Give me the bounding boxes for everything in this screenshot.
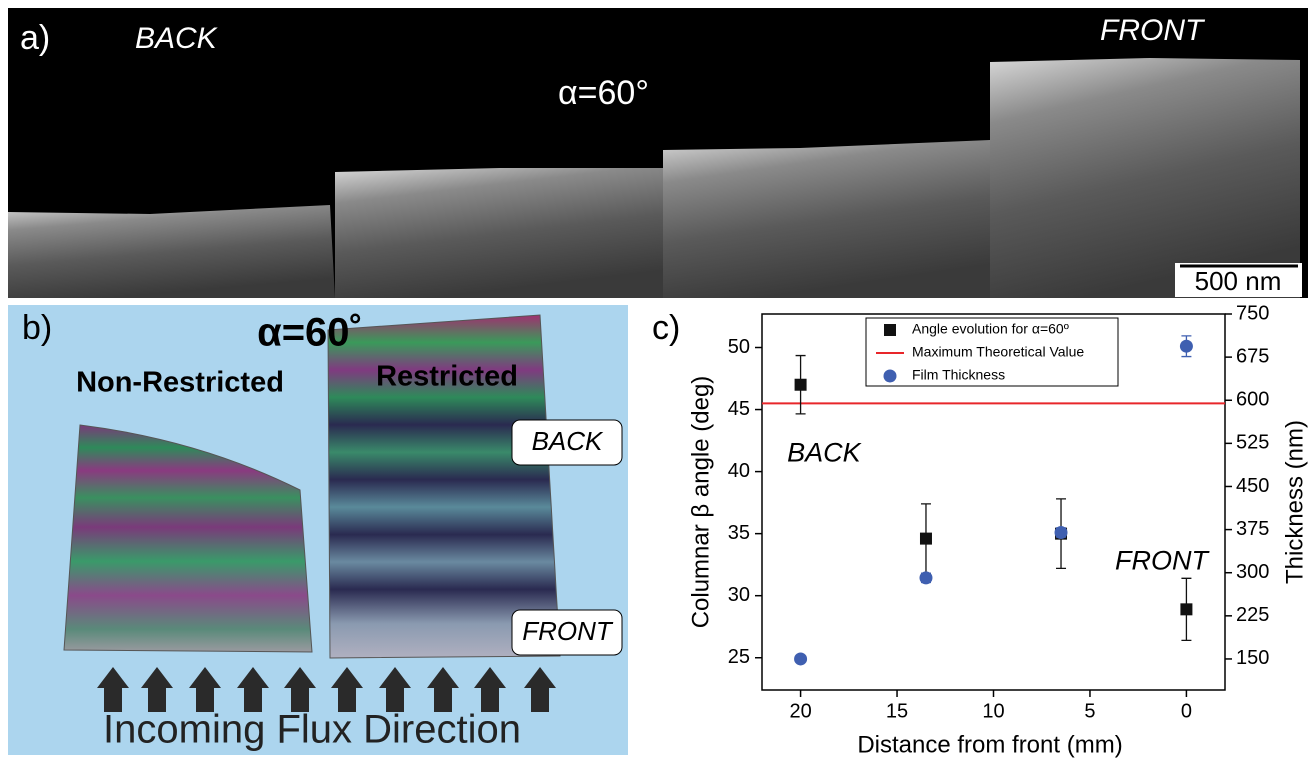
- y-tick-label: 30: [728, 584, 750, 606]
- data-point: [919, 571, 932, 584]
- back-label: BACK: [135, 22, 219, 55]
- data-point: [1180, 340, 1193, 353]
- panel-b: b) α=60˚ Non-Restricted Restricted BACK …: [8, 305, 628, 755]
- legend-marker: [884, 370, 897, 383]
- data-point: [795, 379, 807, 391]
- x-tick-label: 10: [982, 700, 1004, 722]
- legend-label: Angle evolution for α=60º: [912, 321, 1069, 337]
- y-tick-label: 35: [728, 522, 750, 544]
- front-label: FRONT: [1100, 14, 1206, 47]
- legend-marker: [884, 324, 896, 336]
- front-label: FRONT: [522, 616, 614, 646]
- y-tick-label: 40: [728, 460, 750, 482]
- data-point: [1055, 526, 1068, 539]
- y-tick-label: 50: [728, 336, 750, 358]
- sem-strip: [990, 58, 1300, 298]
- y2-tick-label: 675: [1236, 345, 1269, 367]
- x-axis-label: Distance from front (mm): [857, 731, 1122, 758]
- sem-strip: [8, 205, 335, 298]
- y2-tick-label: 225: [1236, 604, 1269, 626]
- data-point: [794, 652, 807, 665]
- data-point: [920, 533, 932, 545]
- legend-label: Maximum Theoretical Value: [912, 344, 1084, 360]
- y2-tick-label: 300: [1236, 561, 1269, 583]
- scale-bar-label: 500 nm: [1195, 266, 1282, 296]
- y2-tick-label: 525: [1236, 432, 1269, 454]
- back-label: BACK: [532, 426, 604, 456]
- x-tick-label: 0: [1181, 700, 1192, 722]
- caption: Incoming Flux Direction: [103, 708, 521, 752]
- legend-label: Film Thickness: [912, 367, 1005, 383]
- panel-c: c) Distance from front (mm) Columnar β a…: [652, 302, 1308, 758]
- panel-label: b): [22, 309, 52, 347]
- figure: a) BACK FRONT α=60° 500 nm b) α=60˚ Non-…: [0, 0, 1308, 759]
- panel-label: c): [652, 309, 680, 347]
- annotation: FRONT: [1115, 545, 1210, 575]
- y-tick-label: 25: [728, 646, 750, 668]
- y2-axis-label: Thickness (nm): [1281, 420, 1308, 584]
- y2-tick-label: 600: [1236, 389, 1269, 411]
- y2-tick-label: 750: [1236, 302, 1269, 324]
- x-tick-label: 20: [789, 700, 811, 722]
- sem-strip: [335, 168, 663, 298]
- y-axis-label: Columnar β angle (deg): [687, 376, 714, 629]
- data-point: [1180, 603, 1192, 615]
- y2-tick-label: 450: [1236, 475, 1269, 497]
- sample-label: Restricted: [376, 361, 518, 393]
- y2-tick-label: 150: [1236, 647, 1269, 669]
- x-tick-label: 15: [886, 700, 908, 722]
- x-tick-label: 5: [1084, 700, 1095, 722]
- y-tick-label: 45: [728, 398, 750, 420]
- alpha-label: α=60°: [558, 74, 649, 112]
- annotation: BACK: [787, 437, 862, 467]
- panel-label: a): [20, 19, 50, 57]
- alpha-label: α=60˚: [257, 311, 363, 355]
- panel-a: a) BACK FRONT α=60° 500 nm: [8, 8, 1308, 298]
- y2-tick-label: 375: [1236, 518, 1269, 540]
- sem-strip: [663, 140, 990, 298]
- sample-label: Non-Restricted: [76, 367, 284, 399]
